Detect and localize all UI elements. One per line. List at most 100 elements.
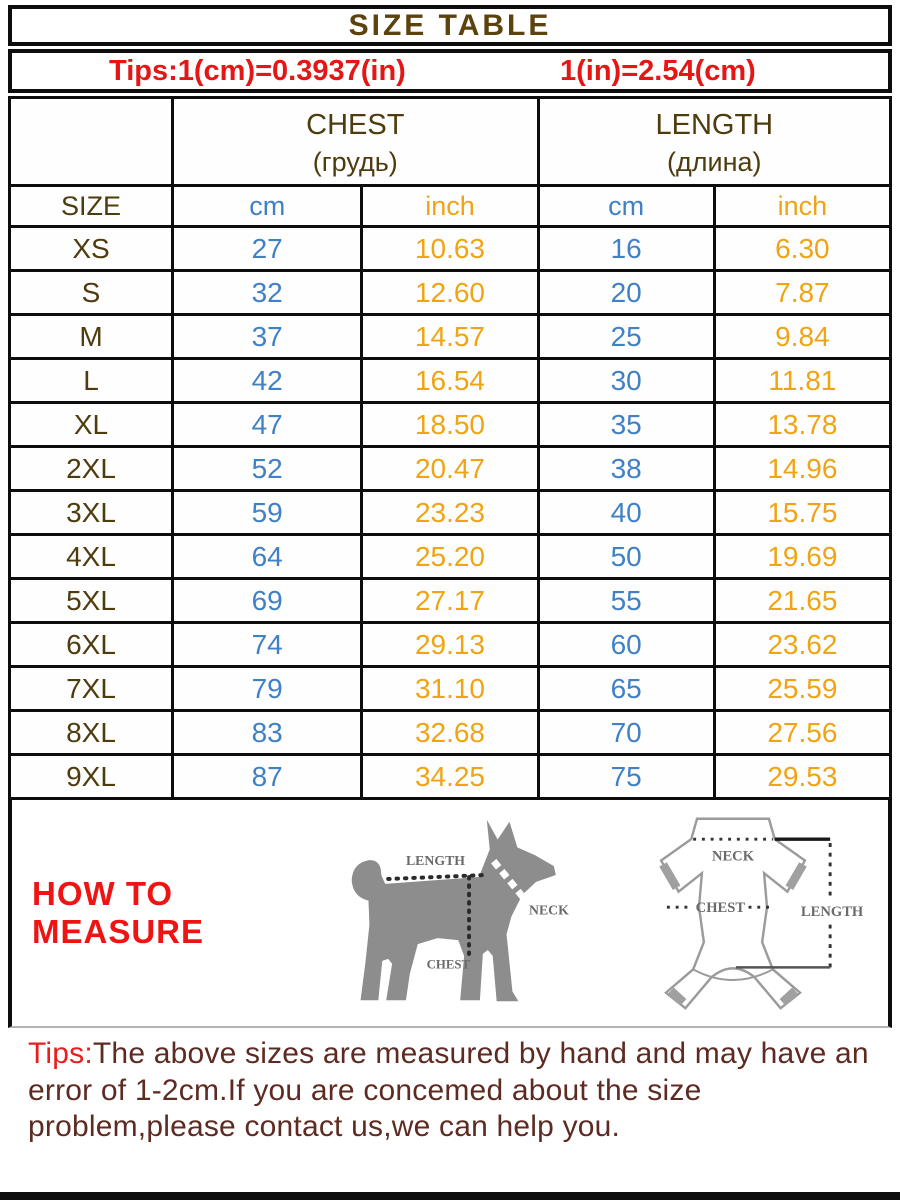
chest-cm-cell: 42 [170, 357, 364, 404]
size-cell: 6XL [8, 621, 174, 668]
length-inch-cell: 25.59 [712, 665, 893, 712]
chest-cm-cell: 37 [170, 313, 364, 360]
length-cm-cell: 55 [536, 577, 716, 624]
length-cm-cell: 16 [536, 225, 716, 272]
size-header-cell: SIZE [8, 184, 174, 228]
dog-neck-collar-line [491, 859, 527, 901]
chest-inch-cell: 27.17 [360, 577, 540, 624]
length-label-ru: (длина) [667, 146, 762, 177]
length-inch-cell: 21.65 [712, 577, 893, 624]
size-table: CHEST (грудь) LENGTH (длина) SIZE cm inc… [8, 96, 893, 800]
title-bar: SIZE TABLE [8, 5, 892, 46]
chest-cm-cell: 87 [170, 753, 364, 800]
dog-length-measure-line [386, 873, 487, 881]
chest-cm-cell: 79 [170, 665, 364, 712]
table-row: 9XL 87 34.25 75 29.53 [8, 753, 893, 800]
size-cell: 4XL [8, 533, 174, 580]
chest-inch-cell: 34.25 [360, 753, 540, 800]
table-row: 2XL 52 20.47 38 14.96 [8, 445, 893, 492]
size-cell: L [8, 357, 174, 404]
chest-label-ru: (грудь) [312, 146, 398, 177]
size-cell: XS [8, 225, 174, 272]
table-row: S 32 12.60 20 7.87 [8, 269, 893, 316]
length-cm-cell: 20 [536, 269, 716, 316]
garment-neck-label: NECK [712, 849, 755, 865]
garment-right-leg-hatch [779, 987, 799, 1006]
conversion-in-to-cm: 1(in)=2.54(cm) [560, 55, 756, 87]
length-inch-cell: 7.87 [712, 269, 893, 316]
footer-tips-text: The above sizes are measured by hand and… [28, 1037, 869, 1144]
garment-measure-diagram: NECK CHEST LENGTH [659, 817, 864, 1010]
garment-left-sleeve-hatch [659, 862, 681, 890]
table-row: 7XL 79 31.10 65 25.59 [8, 665, 893, 712]
how-to-measure-heading: HOW TO MEASURE [32, 875, 205, 950]
garment-chest-label: CHEST [696, 900, 746, 916]
dog-length-label: LENGTH [406, 853, 465, 868]
how-to-measure-section: HOW TO MEASURE LENGTH NECK CHEST [8, 800, 892, 1028]
size-cell: 2XL [8, 445, 174, 492]
length-label-en: LENGTH [655, 109, 774, 141]
length-cm-cell: 35 [536, 401, 716, 448]
chest-inch-cell: 14.57 [360, 313, 540, 360]
length-cm-cell: 65 [536, 665, 716, 712]
chest-cm-header: cm [170, 184, 364, 228]
chest-cm-cell: 64 [170, 533, 364, 580]
chest-inch-cell: 32.68 [360, 709, 540, 756]
chest-inch-header: inch [360, 184, 540, 228]
chest-cm-cell: 32 [170, 269, 364, 316]
length-cm-cell: 30 [536, 357, 716, 404]
length-inch-cell: 14.96 [712, 445, 893, 492]
chest-group-header: CHEST (грудь) [170, 96, 540, 187]
chest-cm-cell: 69 [170, 577, 364, 624]
dog-chest-label: CHEST [427, 958, 471, 972]
chest-inch-cell: 31.10 [360, 665, 540, 712]
size-cell: S [8, 269, 174, 316]
garment-hem-seam [692, 968, 774, 981]
length-cm-cell: 60 [536, 621, 716, 668]
chest-cm-cell: 74 [170, 621, 364, 668]
size-cell: XL [8, 401, 174, 448]
chest-inch-cell: 25.20 [360, 533, 540, 580]
chest-inch-cell: 23.23 [360, 489, 540, 536]
chest-inch-cell: 16.54 [360, 357, 540, 404]
garment-length-label: LENGTH [801, 904, 864, 920]
dog-measure-diagram: LENGTH NECK CHEST [351, 819, 569, 1002]
table-unit-header-row: SIZE cm inch cm inch [8, 184, 893, 228]
length-inch-header: inch [712, 184, 893, 228]
bottom-black-bar [0, 1192, 900, 1200]
chest-inch-cell: 20.47 [360, 445, 540, 492]
length-inch-cell: 19.69 [712, 533, 893, 580]
length-inch-cell: 29.53 [712, 753, 893, 800]
table-row: 6XL 74 29.13 60 23.62 [8, 621, 893, 668]
table-row: 3XL 59 23.23 40 15.75 [8, 489, 893, 536]
chest-inch-cell: 29.13 [360, 621, 540, 668]
chest-inch-cell: 12.60 [360, 269, 540, 316]
length-inch-cell: 23.62 [712, 621, 893, 668]
size-cell: 3XL [8, 489, 174, 536]
length-inch-cell: 13.78 [712, 401, 893, 448]
conversion-cm-to-in: Tips:1(cm)=0.3937(in) [109, 55, 406, 87]
chest-cm-cell: 47 [170, 401, 364, 448]
length-cm-cell: 25 [536, 313, 716, 360]
garment-left-leg-hatch [667, 987, 687, 1006]
footer-tips: Tips:The above sizes are measured by han… [8, 1028, 892, 1146]
chest-inch-cell: 10.63 [360, 225, 540, 272]
length-inch-cell: 15.75 [712, 489, 893, 536]
length-cm-header: cm [536, 184, 716, 228]
length-cm-cell: 50 [536, 533, 716, 580]
footer-tips-label: Tips: [28, 1037, 93, 1070]
conversion-bar: Tips:1(cm)=0.3937(in) 1(in)=2.54(cm) [8, 49, 892, 93]
table-group-header-row: CHEST (грудь) LENGTH (длина) [8, 96, 893, 187]
chest-cm-cell: 52 [170, 445, 364, 492]
table-row: 4XL 64 25.20 50 19.69 [8, 533, 893, 580]
garment-outline [659, 817, 807, 1010]
length-cm-cell: 70 [536, 709, 716, 756]
length-group-header: LENGTH (длина) [536, 96, 893, 187]
length-inch-cell: 6.30 [712, 225, 893, 272]
content-frame: SIZE TABLE Tips:1(cm)=0.3937(in) 1(in)=2… [8, 5, 893, 1146]
chest-inch-cell: 18.50 [360, 401, 540, 448]
size-cell: 5XL [8, 577, 174, 624]
length-inch-cell: 27.56 [712, 709, 893, 756]
corner-empty-cell [8, 96, 174, 187]
